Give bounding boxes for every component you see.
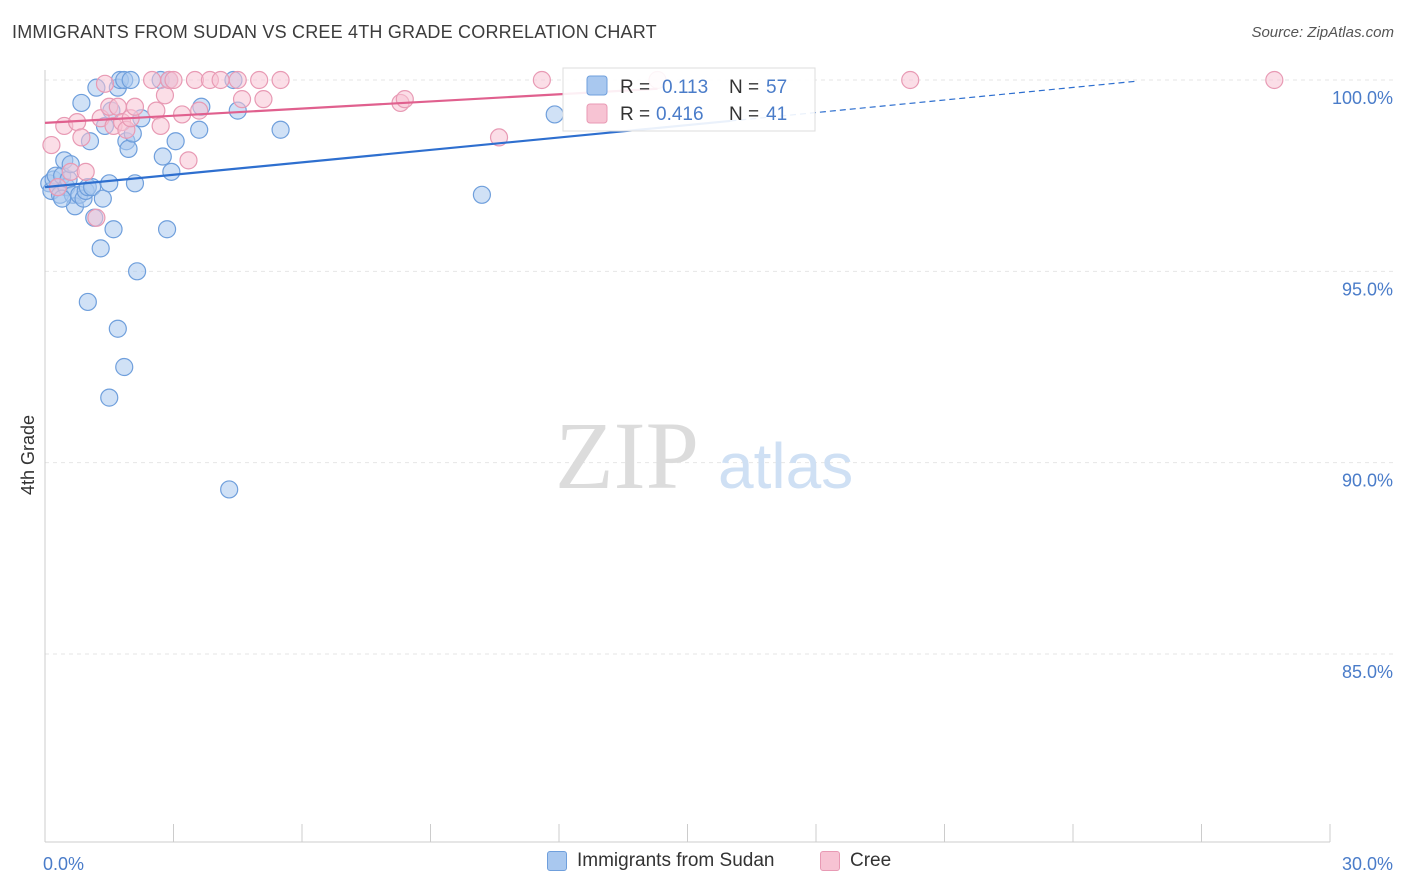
cree-point-20 <box>155 86 175 105</box>
y-tick-labels: 85.0% 90.0% 95.0% 100.0% <box>1332 88 1393 682</box>
sudan-point-40 <box>157 220 177 239</box>
legend-n-value-2: 41 <box>766 104 787 125</box>
sudan-point-55 <box>545 105 564 124</box>
legend-label-cree: Cree <box>850 850 892 871</box>
cree-point-33 <box>271 70 290 90</box>
x-tick-label-1: 30.0% <box>1342 854 1393 874</box>
cree-point-0 <box>42 135 61 155</box>
legend-n-label-1: N = <box>729 77 759 98</box>
sudan-point-54 <box>472 185 491 204</box>
y-axis-title: 4th Grade <box>18 415 38 495</box>
legend-item-cree[interactable]: Cree <box>820 850 891 872</box>
bottom-legend: Immigrants from Sudan Cree <box>0 850 1406 880</box>
watermark-atlas: atlas <box>718 430 853 502</box>
cree-point-6 <box>76 162 95 181</box>
series-sudan-points <box>40 70 564 499</box>
cree-point-19 <box>151 116 170 136</box>
watermark-zip: ZIP <box>555 402 699 509</box>
legend-item-sudan[interactable]: Immigrants from Sudan <box>547 850 774 872</box>
legend-swatch-pink <box>586 103 608 124</box>
y-tick-label-3: 100.0% <box>1332 88 1393 108</box>
cree-point-17 <box>142 70 162 90</box>
source-label: Source: ZipAtlas.com <box>1251 24 1394 41</box>
cree-point-5 <box>72 128 91 147</box>
sudan-trend-line <box>44 119 731 189</box>
sudan-point-48 <box>271 120 290 139</box>
legend-r-label-2: R = <box>620 104 650 125</box>
legend-n-label-2: N = <box>729 104 759 125</box>
sudan-point-42 <box>162 162 181 181</box>
sudan-point-39 <box>153 147 172 166</box>
cree-point-29 <box>228 70 247 90</box>
cree-point-26 <box>190 101 209 120</box>
legend-swatch-cree <box>820 851 840 871</box>
sudan-point-44 <box>190 120 209 139</box>
cree-point-32 <box>254 90 273 109</box>
cree-point-16 <box>125 97 145 116</box>
cree-point-36 <box>489 128 509 147</box>
sudan-point-43 <box>166 132 185 151</box>
y-tick-label-1: 90.0% <box>1342 471 1393 491</box>
legend-swatch-blue <box>586 75 608 96</box>
trend-lines <box>44 80 1138 189</box>
legend-r-value-2: 0.416 <box>656 104 704 125</box>
cree-point-37 <box>532 70 551 90</box>
sudan-point-22 <box>91 239 110 258</box>
sudan-point-23 <box>93 189 112 208</box>
legend-box: R = 0.113 N = 57 R = 0.416 N = 41 <box>562 67 816 132</box>
cree-point-39 <box>901 70 920 90</box>
sudan-point-25 <box>100 174 119 193</box>
legend-swatch-sudan <box>547 851 567 871</box>
cree-point-7 <box>87 208 106 227</box>
legend-label-sudan: Immigrants from Sudan <box>577 850 775 871</box>
sudan-point-36 <box>127 262 147 281</box>
y-tick-label-2: 95.0% <box>1342 279 1393 299</box>
sudan-point-27 <box>104 220 123 239</box>
sudan-point-53 <box>220 480 239 499</box>
cree-point-40 <box>1265 70 1284 90</box>
cree-point-22 <box>164 70 183 90</box>
chart-title: IMMIGRANTS FROM SUDAN VS CREE 4TH GRADE … <box>12 22 657 42</box>
cree-trend-line <box>44 87 658 124</box>
cree-point-24 <box>179 151 198 170</box>
cree-point-31 <box>250 70 269 90</box>
sudan-trend-extension <box>730 80 1138 122</box>
sudan-point-49 <box>78 292 97 312</box>
cree-point-28 <box>211 70 230 90</box>
sudan-point-14 <box>72 93 91 113</box>
x-tick-label-0: 0.0% <box>43 854 84 874</box>
axes <box>44 70 1331 843</box>
sudan-point-52 <box>100 388 119 407</box>
cree-point-35 <box>395 90 414 109</box>
sudan-point-32 <box>119 139 138 158</box>
y-tick-label-0: 85.0% <box>1342 662 1393 682</box>
watermark: ZIP atlas <box>555 402 853 509</box>
legend-r-label-1: R = <box>620 77 650 98</box>
gridlines <box>45 79 1395 655</box>
sudan-point-51 <box>115 357 134 377</box>
legend-r-value-1: 0.113 <box>662 77 708 98</box>
sudan-point-33 <box>121 70 140 90</box>
cree-point-30 <box>232 90 252 109</box>
sudan-point-50 <box>108 319 127 338</box>
cree-point-9 <box>95 74 115 93</box>
legend-n-value-1: 57 <box>766 77 787 98</box>
x-tick-labels: 0.0% 30.0% <box>43 854 1393 874</box>
